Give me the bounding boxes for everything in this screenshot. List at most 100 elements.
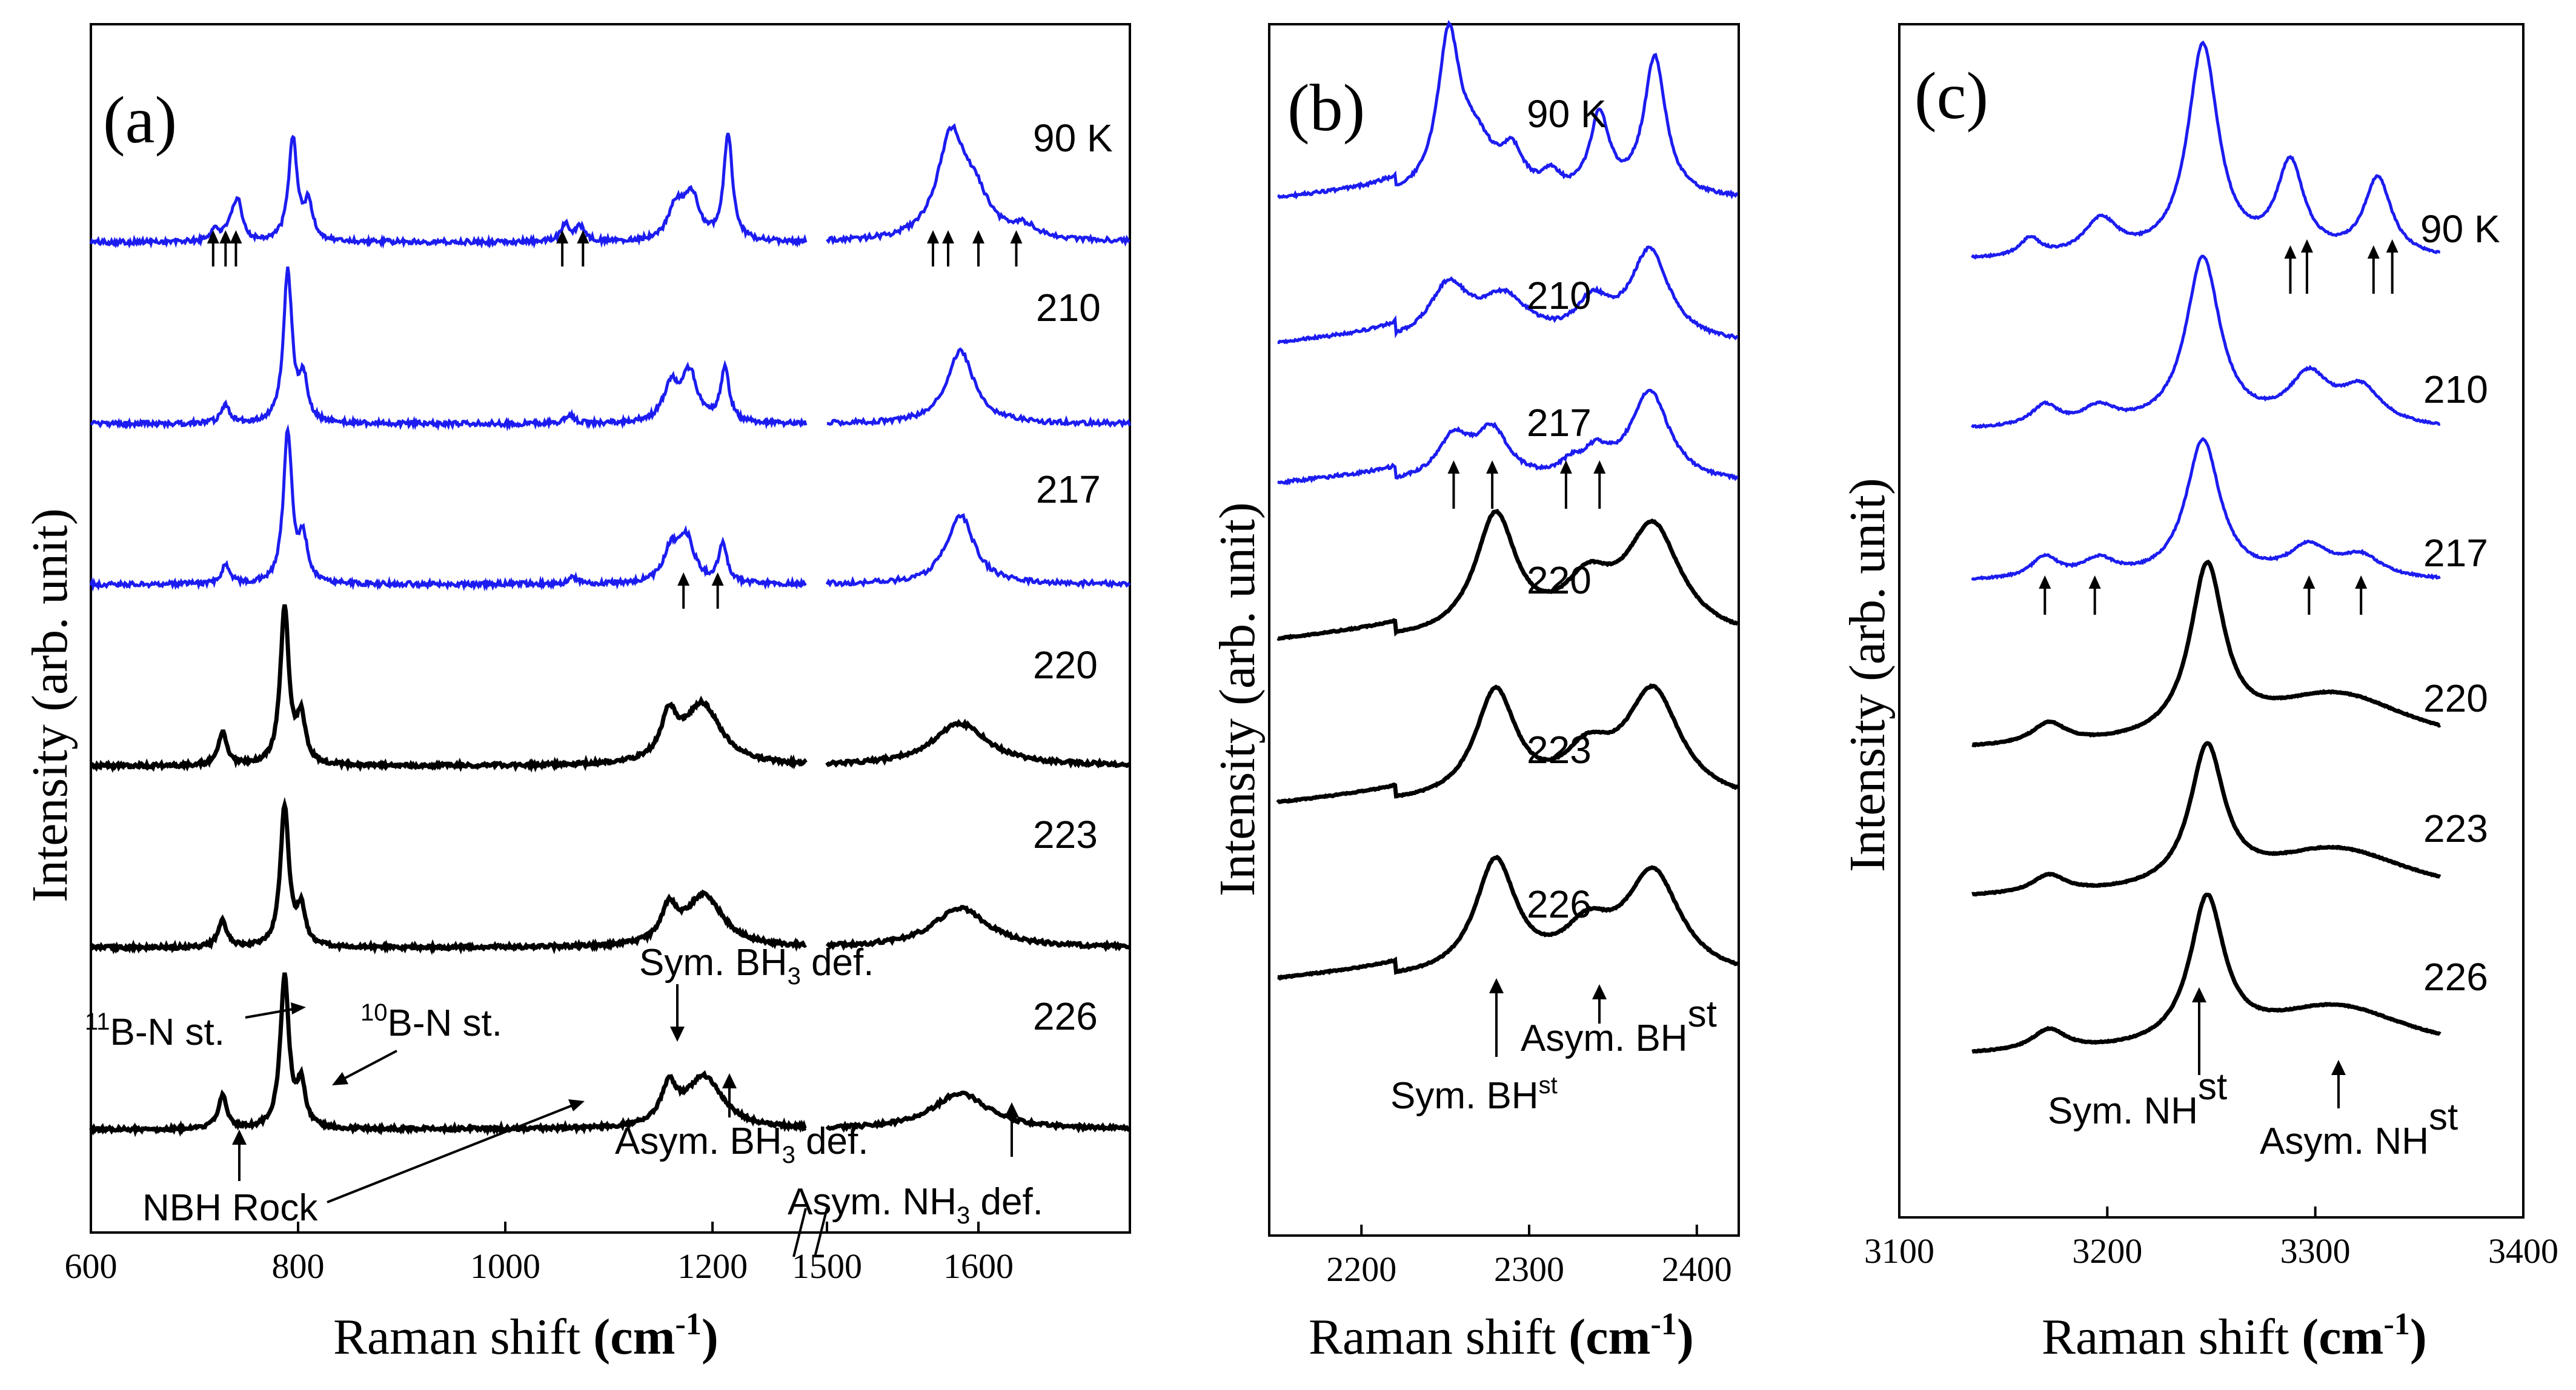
temperature-label: 223: [1033, 813, 1098, 856]
spectrum-line: [90, 796, 808, 955]
temperature-label: 220: [1527, 558, 1592, 602]
x-tick-label: 2400: [1662, 1249, 1732, 1289]
temperature-label: 217: [1527, 401, 1592, 445]
spectrum-line: [825, 905, 1131, 953]
svg-text:Raman shift (cm-1): Raman shift (cm-1): [2042, 1307, 2427, 1365]
peak-arrow-head: [230, 230, 242, 243]
panel-c-frame: [1898, 23, 2525, 1219]
b11-pointer: [245, 1007, 297, 1019]
peak-arrow-head: [2284, 245, 2297, 259]
spectrum-line: [825, 513, 1131, 590]
spectrum-line: [825, 718, 1132, 769]
x-tick-label: 2300: [1494, 1249, 1564, 1289]
temperature-label: 223: [2423, 807, 2488, 850]
b10-pointer-head: [332, 1072, 348, 1085]
x-tick-label: 1000: [470, 1246, 540, 1286]
svg-text:Raman shift (cm-1): Raman shift (cm-1): [1309, 1307, 1694, 1365]
asym-nh3-annotation: Asym. NH3 def.: [788, 1181, 1043, 1229]
peak-arrow-head: [2367, 245, 2380, 259]
panel-a: (a) 600 800 1000 1200 1500 1600 90 K 210 217 220…: [65, 23, 1132, 1286]
spectrum-line: [1971, 254, 2441, 429]
temperature-label: 220: [2423, 677, 2488, 720]
temperature-label: 226: [1527, 882, 1592, 926]
sym-bh3-pointer-head: [670, 1027, 685, 1042]
panel-a-label: (a): [103, 83, 177, 157]
temperature-label: 90 K: [1527, 92, 1607, 136]
peak-arrow-head: [1010, 230, 1023, 243]
x-tick-label: 3300: [2280, 1231, 2351, 1271]
x-axis-title-a: Raman shift (cm-1): [333, 1307, 719, 1365]
peak-arrow-head: [927, 230, 939, 243]
peak-arrow-head: [972, 230, 984, 243]
panel-b-label: (b): [1287, 71, 1365, 145]
b11-annotation: 11B-N st.: [85, 1008, 225, 1053]
nbh-rock-pointer-head: [232, 1130, 247, 1145]
peak-arrow-head: [2303, 575, 2315, 589]
x-tick-label: 3200: [2072, 1231, 2142, 1271]
sym-bh-st-annotation: Sym. BHst: [1390, 1072, 1558, 1117]
asym-nh-st-pointer-head: [2331, 1060, 2346, 1075]
temperature-label: 210: [1527, 274, 1592, 317]
temperature-label: 226: [2423, 955, 2488, 999]
asym-nh-st-annotation: Asym. NHst: [2260, 1096, 2458, 1162]
spectrum-line: [89, 424, 807, 592]
x-tick-label: 1200: [677, 1246, 748, 1286]
sym-nh-st-annotation: Sym. NHst: [2048, 1066, 2227, 1132]
x-tick-label: 2200: [1326, 1249, 1396, 1289]
spectrum-line: [89, 972, 807, 1137]
temperature-label: 217: [2423, 531, 2488, 575]
spectrum-line: [1277, 19, 1739, 200]
spectrum-line: [1971, 40, 2440, 260]
peak-arrow-head: [942, 230, 954, 243]
axis-break-mark: [792, 1208, 807, 1257]
peak-arrow-head: [1447, 460, 1460, 474]
y-axis-title-b: Intensity (arb. unit): [1209, 502, 1266, 896]
sym-nh-st-pointer-head: [2192, 987, 2206, 1002]
peak-arrow-head: [577, 230, 589, 243]
sym-bh3-annotation: Sym. BH3 def.: [639, 942, 874, 990]
x-tick-label: 1600: [943, 1246, 1014, 1286]
asym-bh3-pointer-head: [722, 1073, 737, 1088]
spectrum-line: [826, 123, 1130, 247]
peak-arrow-head: [2088, 575, 2101, 589]
b11-pointer-head: [291, 1002, 306, 1014]
temperature-label: 223: [1527, 728, 1592, 772]
asym-nh3-pointer-head: [1004, 1102, 1019, 1117]
nbh-rock-annotation: NBH Rock: [142, 1187, 318, 1229]
x-axis-title-c: Raman shift (cm-1): [2042, 1307, 2427, 1365]
x-tick-label: 1500: [792, 1246, 862, 1286]
x-tick-label: 3400: [2488, 1231, 2558, 1271]
peak-arrow-head: [556, 230, 569, 243]
y-axis-title-c: Intensity (arb. unit): [1839, 478, 1896, 872]
spectrum-line: [1277, 855, 1739, 981]
spectrum-line: [89, 133, 808, 249]
panel-a-frame: [90, 23, 1131, 1234]
svg-text:Raman shift (cm-1): Raman shift (cm-1): [333, 1307, 719, 1365]
x-tick-label: 3100: [1864, 1231, 1934, 1271]
panel-b-frame: [1268, 23, 1740, 1237]
temperature-label: 90 K: [1033, 116, 1113, 160]
peak-arrow-head: [1559, 460, 1572, 474]
spectrum-line: [90, 266, 808, 432]
spectrum-line: [1971, 741, 2442, 897]
temperature-label: 220: [1033, 643, 1098, 687]
peak-arrow-head: [219, 230, 232, 243]
sym-bh-st-pointer-head: [1489, 978, 1504, 993]
asym-bh3-annotation: Asym. BH3 def.: [615, 1120, 868, 1168]
peak-arrow-head: [207, 230, 219, 243]
peak-arrow-head: [2386, 239, 2398, 253]
spectrum-line: [1276, 683, 1739, 804]
spectrum-line: [1276, 509, 1739, 641]
x-tick-label: 600: [65, 1246, 118, 1286]
temperature-label: 90 K: [2420, 207, 2500, 251]
peak-arrow-head: [677, 572, 690, 586]
x-tick-label: 800: [272, 1246, 325, 1286]
panel-c-label: (c): [1914, 59, 1988, 133]
x-axis-title-b: Raman shift (cm-1): [1309, 1307, 1694, 1365]
temperature-label: 226: [1033, 995, 1098, 1038]
spectrum-line: [1277, 245, 1739, 345]
asym-bh-st-annotation: Asym. BHst: [1521, 993, 1717, 1059]
peak-arrow-head: [2039, 575, 2051, 589]
spectrum-line: [1971, 437, 2441, 581]
